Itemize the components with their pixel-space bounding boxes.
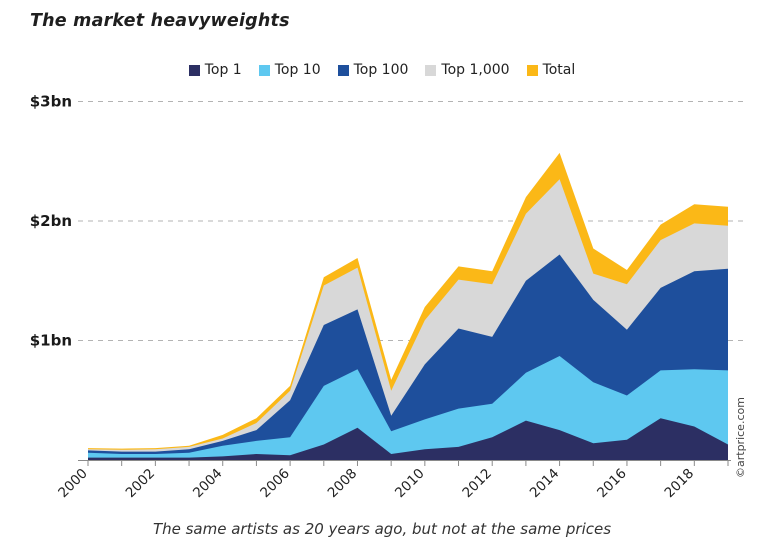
x-axis-label: 2008 [325,466,361,502]
legend-label: Total [542,62,576,78]
legend-label: Top 10 [274,62,321,78]
copyright-watermark: ©artprice.com [734,397,747,478]
chart-title: The market heavyweights [30,11,290,31]
legend-swatch-icon [188,64,200,76]
x-axis-label: 2000 [55,466,91,502]
legend-item-top-1: Top 1 [188,62,242,78]
legend-swatch-icon [526,64,538,76]
legend-label: Top 1 [204,62,242,78]
x-axis-label: 2016 [594,466,630,502]
x-axis-label: 2018 [662,466,698,502]
y-axis-label: $3bn [30,93,72,111]
x-axis-label: 2012 [459,466,495,502]
legend-swatch-icon [425,64,437,76]
y-axis-label: $1bn [30,332,72,350]
x-axis-label: 2002 [123,466,159,502]
legend-item-top-100: Top 100 [337,62,409,78]
legend-item-top-10: Top 10 [258,62,321,78]
x-axis-label: 2004 [190,466,226,502]
y-axis-label: $2bn [30,212,72,230]
legend: Top 1 Top 10 Top 100 Top 1,000 Total [0,62,764,78]
legend-item-total: Total [526,62,576,78]
legend-swatch-icon [337,64,349,76]
legend-item-top-1-000: Top 1,000 [425,62,510,78]
x-axis-label: 2014 [527,466,563,502]
x-axis-label: 2006 [257,466,293,502]
chart-caption: The same artists as 20 years ago, but no… [152,520,612,538]
x-axis-label: 2010 [392,466,428,502]
legend-swatch-icon [258,64,270,76]
area-top-1 [88,418,728,460]
legend-label: Top 100 [353,62,409,78]
legend-label: Top 1,000 [441,62,510,78]
